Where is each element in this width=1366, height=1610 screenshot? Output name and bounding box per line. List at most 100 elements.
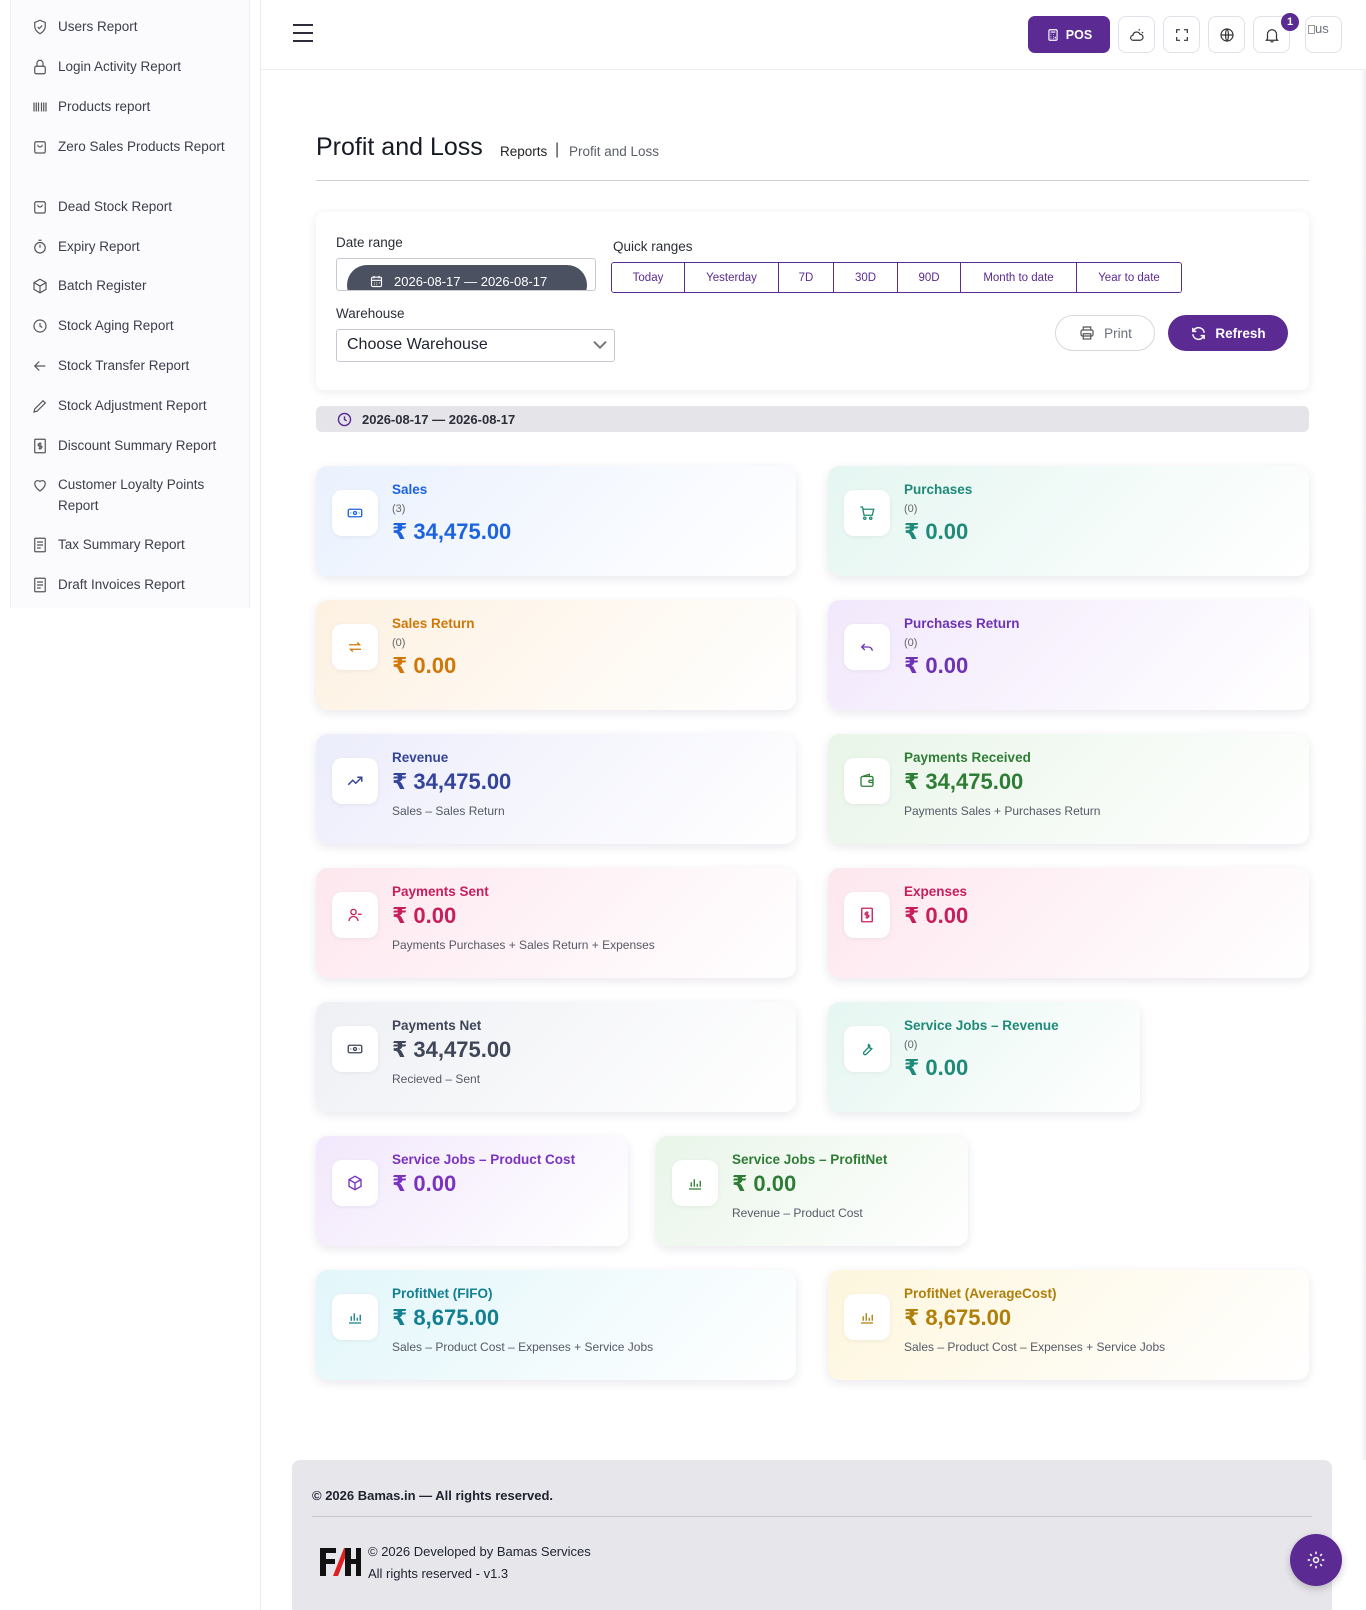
pos-button[interactable]: POS	[1028, 16, 1110, 53]
document-icon	[34, 537, 46, 553]
sidebar-item-label: Batch Register	[58, 278, 147, 293]
payments-net-card: Payments Net ₹ 34,475.00 Recieved – Sent	[316, 1002, 796, 1112]
date-range-value: 2026-08-17 — 2026-08-17	[394, 274, 548, 289]
card-value: ₹ 34,475.00	[392, 769, 512, 794]
card-icon-box	[844, 758, 890, 804]
wallet-icon	[860, 773, 874, 787]
dollar-doc-icon	[861, 907, 873, 923]
card-title: ProfitNet (FIFO)	[392, 1286, 493, 1301]
sidebar-item-label: Expiry Report	[58, 239, 140, 254]
gear-icon	[1307, 1551, 1325, 1569]
sidebar-item-batch-register[interactable]: Batch Register	[11, 276, 251, 296]
date-range-picker[interactable]: 2026-08-17 — 2026-08-17	[347, 265, 587, 290]
card-title: Sales Return	[392, 616, 475, 631]
card-icon-box	[672, 1160, 718, 1206]
user-avatar[interactable]: us	[1305, 16, 1342, 53]
user-minus-icon	[348, 908, 362, 922]
card-value: ₹ 0.00	[392, 903, 457, 928]
sidebar-item-loyalty-points[interactable]: Customer Loyalty Points Report	[11, 475, 251, 516]
sidebar-item-label: Users Report	[58, 19, 138, 34]
card-value: ₹ 34,475.00	[904, 769, 1024, 794]
title-divider	[316, 180, 1309, 181]
broken-image-icon	[1308, 25, 1315, 34]
swap-icon	[348, 642, 362, 652]
dollar-doc-icon	[34, 438, 46, 454]
card-icon-box	[332, 490, 378, 536]
selected-range-text: 2026-08-17 — 2026-08-17	[362, 411, 516, 427]
card-title: Service Jobs – Revenue	[904, 1018, 1059, 1033]
fullscreen-button[interactable]	[1163, 16, 1200, 53]
warehouse-select[interactable]: Choose Warehouse	[336, 329, 615, 362]
sidebar-item-discount-summary[interactable]: Discount Summary Report	[11, 436, 251, 456]
card-value: ₹ 0.00	[904, 519, 969, 544]
card-value: ₹ 8,675.00	[392, 1305, 500, 1330]
sales-card: Sales (3) ₹ 34,475.00	[316, 466, 796, 576]
heart-icon	[34, 480, 46, 492]
card-value: ₹ 0.00	[904, 903, 969, 928]
sidebar-item-expiry[interactable]: Expiry Report	[11, 237, 251, 257]
card-value: ₹ 0.00	[392, 653, 457, 678]
settings-fab-button[interactable]	[1290, 1534, 1342, 1586]
date-range-field[interactable]: 2026-08-17 — 2026-08-17	[336, 258, 596, 291]
printer-icon	[1080, 326, 1094, 340]
breadcrumb-parent[interactable]: Reports	[500, 144, 548, 159]
top-bar: POS 1 us	[261, 0, 1366, 70]
card-icon-box	[844, 892, 890, 938]
sidebar-item-dead-stock[interactable]: Dead Stock Report	[11, 197, 251, 217]
warehouse-label: Warehouse	[336, 306, 405, 321]
sidebar-item-label: Stock Transfer Report	[58, 358, 190, 373]
theme-toggle-button[interactable]	[1118, 16, 1155, 53]
revenue-card: Revenue ₹ 34,475.00 Sales – Sales Return	[316, 734, 796, 844]
card-title: Payments Received	[904, 750, 1031, 765]
pencil-icon	[33, 399, 47, 413]
card-value: ₹ 0.00	[732, 1171, 797, 1196]
quick-range-90d[interactable]: 90D	[898, 263, 961, 292]
sidebar-item-stock-aging[interactable]: Stock Aging Report	[11, 316, 251, 336]
sidebar-item-stock-adjustment[interactable]: Stock Adjustment Report	[11, 396, 251, 416]
quick-range-yesterday[interactable]: Yesterday	[685, 263, 779, 292]
quick-range-7d[interactable]: 7D	[779, 263, 834, 292]
sidebar-item-label: Products report	[58, 99, 151, 114]
card-title: Expenses	[904, 884, 968, 899]
breadcrumb-separator: |	[555, 141, 560, 158]
bar-chart-icon	[349, 1313, 361, 1324]
menu-toggle-button[interactable]	[293, 24, 313, 44]
sidebar-item-label: Discount Summary Report	[58, 438, 217, 453]
card-title: Revenue	[392, 750, 449, 765]
quick-range-month-to-date[interactable]: Month to date	[961, 263, 1077, 292]
service-profit-card: Service Jobs – ProfitNet ₹ 0.00 Revenue …	[656, 1136, 968, 1246]
card-title: Sales	[392, 482, 428, 497]
undo-icon	[860, 643, 873, 651]
sidebar-item-label: Stock Aging Report	[58, 318, 174, 333]
card-icon-box	[332, 1294, 378, 1340]
sidebar-item-draft-invoices[interactable]: Draft Invoices Report	[11, 575, 251, 595]
sidebar-item-label: Customer Loyalty Points Report	[58, 477, 205, 513]
refresh-button[interactable]: Refresh	[1168, 315, 1288, 351]
card-count: (0)	[392, 637, 406, 649]
sidebar-item-users-report[interactable]: Users Report	[11, 17, 251, 37]
sidebar-item-zero-sales[interactable]: Zero Sales Products Report	[11, 137, 251, 157]
cloud-sun-icon	[1129, 28, 1144, 41]
sidebar-item-login-activity[interactable]: Login Activity Report	[11, 57, 251, 77]
quick-range-year-to-date[interactable]: Year to date	[1077, 263, 1181, 292]
service-revenue-card: Service Jobs – Revenue (0) ₹ 0.00	[828, 1002, 1140, 1112]
quick-range-today[interactable]: Today	[612, 263, 685, 292]
sidebar: Users Report Login Activity Report Produ…	[10, 0, 250, 608]
page-title: Profit and Loss	[316, 133, 483, 161]
box-icon	[348, 1175, 362, 1191]
footer-copyright: © 2026 Bamas.in — All rights reserved.	[312, 1488, 554, 1503]
sidebar-item-label: Stock Adjustment Report	[58, 398, 207, 413]
quick-range-30d[interactable]: 30D	[834, 263, 898, 292]
cart-icon	[860, 506, 875, 521]
sidebar-item-stock-transfer[interactable]: Stock Transfer Report	[11, 356, 251, 376]
avatar-alt-text: us	[1315, 21, 1329, 36]
language-button[interactable]	[1208, 16, 1245, 53]
sidebar-item-tax-summary[interactable]: Tax Summary Report	[11, 535, 251, 555]
card-icon-box	[332, 1026, 378, 1072]
payments-sent-card: Payments Sent ₹ 0.00 Payments Purchases …	[316, 868, 796, 978]
print-button[interactable]: Print	[1055, 315, 1155, 351]
lock-icon	[34, 59, 46, 75]
sidebar-item-label: Draft Invoices Report	[58, 577, 185, 592]
sidebar-item-label: Login Activity Report	[58, 59, 182, 74]
sidebar-item-products-report[interactable]: Products report	[11, 97, 251, 117]
